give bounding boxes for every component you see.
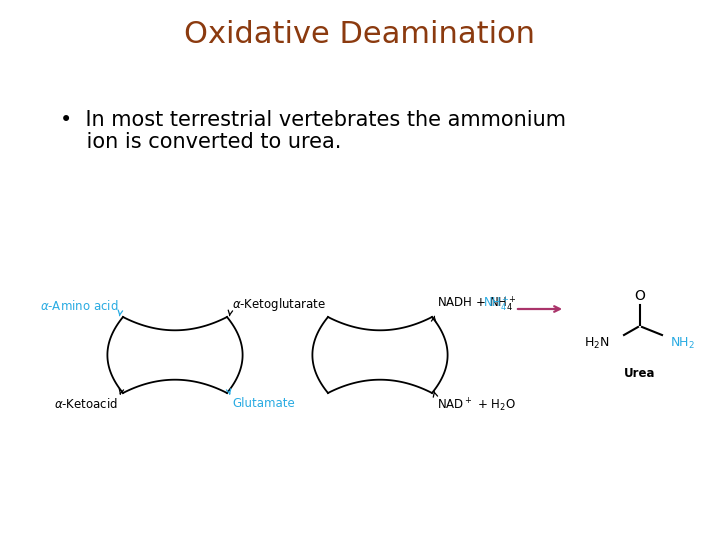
Text: $\alpha$-Ketoacid: $\alpha$-Ketoacid	[54, 397, 118, 411]
Text: ion is converted to urea.: ion is converted to urea.	[60, 132, 341, 152]
Text: $\alpha$-Amino acid: $\alpha$-Amino acid	[40, 299, 118, 313]
Text: NADH + NH$_4^+$: NADH + NH$_4^+$	[437, 294, 516, 313]
Text: Urea: Urea	[624, 367, 656, 380]
Text: H$_2$N: H$_2$N	[585, 335, 610, 350]
Text: Glutamate: Glutamate	[232, 397, 294, 410]
Text: •  In most terrestrial vertebrates the ammonium: • In most terrestrial vertebrates the am…	[60, 110, 566, 130]
Text: $\alpha$-Ketoglutarate: $\alpha$-Ketoglutarate	[232, 296, 326, 313]
Text: NH$_2$: NH$_2$	[670, 335, 695, 350]
Text: O: O	[634, 289, 645, 303]
Text: Oxidative Deamination: Oxidative Deamination	[184, 20, 536, 49]
Text: NH$_4^+$: NH$_4^+$	[483, 294, 510, 313]
Text: NAD$^+$ + H$_2$O: NAD$^+$ + H$_2$O	[437, 397, 516, 414]
